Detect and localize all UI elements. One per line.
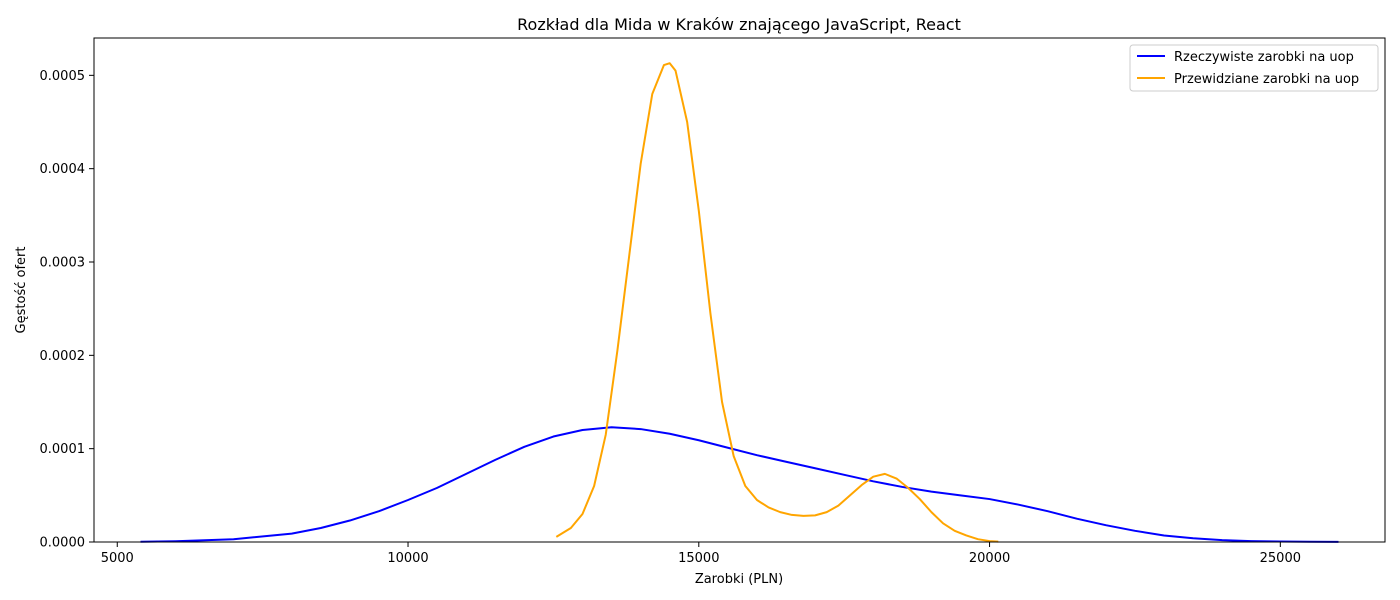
chart-title: Rozkład dla Mida w Kraków znającego Java… <box>517 15 961 34</box>
y-tick-label: 0.0005 <box>40 69 86 84</box>
y-tick-label: 0.0004 <box>40 162 86 177</box>
x-tick-label: 15000 <box>678 551 719 566</box>
y-axis: 0.0000 0.0001 0.0002 0.0003 0.0004 0.0005 <box>40 69 94 551</box>
x-tick-label: 10000 <box>387 551 428 566</box>
x-tick-label: 5000 <box>101 551 134 566</box>
legend-label-actual: Rzeczywiste zarobki na uop <box>1174 50 1354 65</box>
legend: Rzeczywiste zarobki na uop Przewidziane … <box>1129 44 1379 92</box>
y-tick-label: 0.0003 <box>40 256 86 271</box>
y-tick-label: 0.0001 <box>40 442 86 457</box>
x-tick-label: 20000 <box>969 551 1010 566</box>
y-axis-label: Gęstość ofert <box>14 247 29 334</box>
series-line-1 <box>555 62 999 543</box>
x-axis-label: Zarobki (PLN) <box>695 572 783 587</box>
series-line-0 <box>140 426 1339 543</box>
legend-label-predicted: Przewidziane zarobki na uop <box>1174 72 1359 87</box>
x-axis: 5000 10000 15000 20000 25000 <box>101 542 1301 566</box>
y-tick-label: 0.0000 <box>40 536 86 551</box>
legend-box <box>1129 44 1379 92</box>
y-tick-label: 0.0002 <box>40 349 86 364</box>
plot-area <box>140 62 1339 543</box>
x-tick-label: 25000 <box>1260 551 1301 566</box>
plot-frame <box>93 37 1386 543</box>
